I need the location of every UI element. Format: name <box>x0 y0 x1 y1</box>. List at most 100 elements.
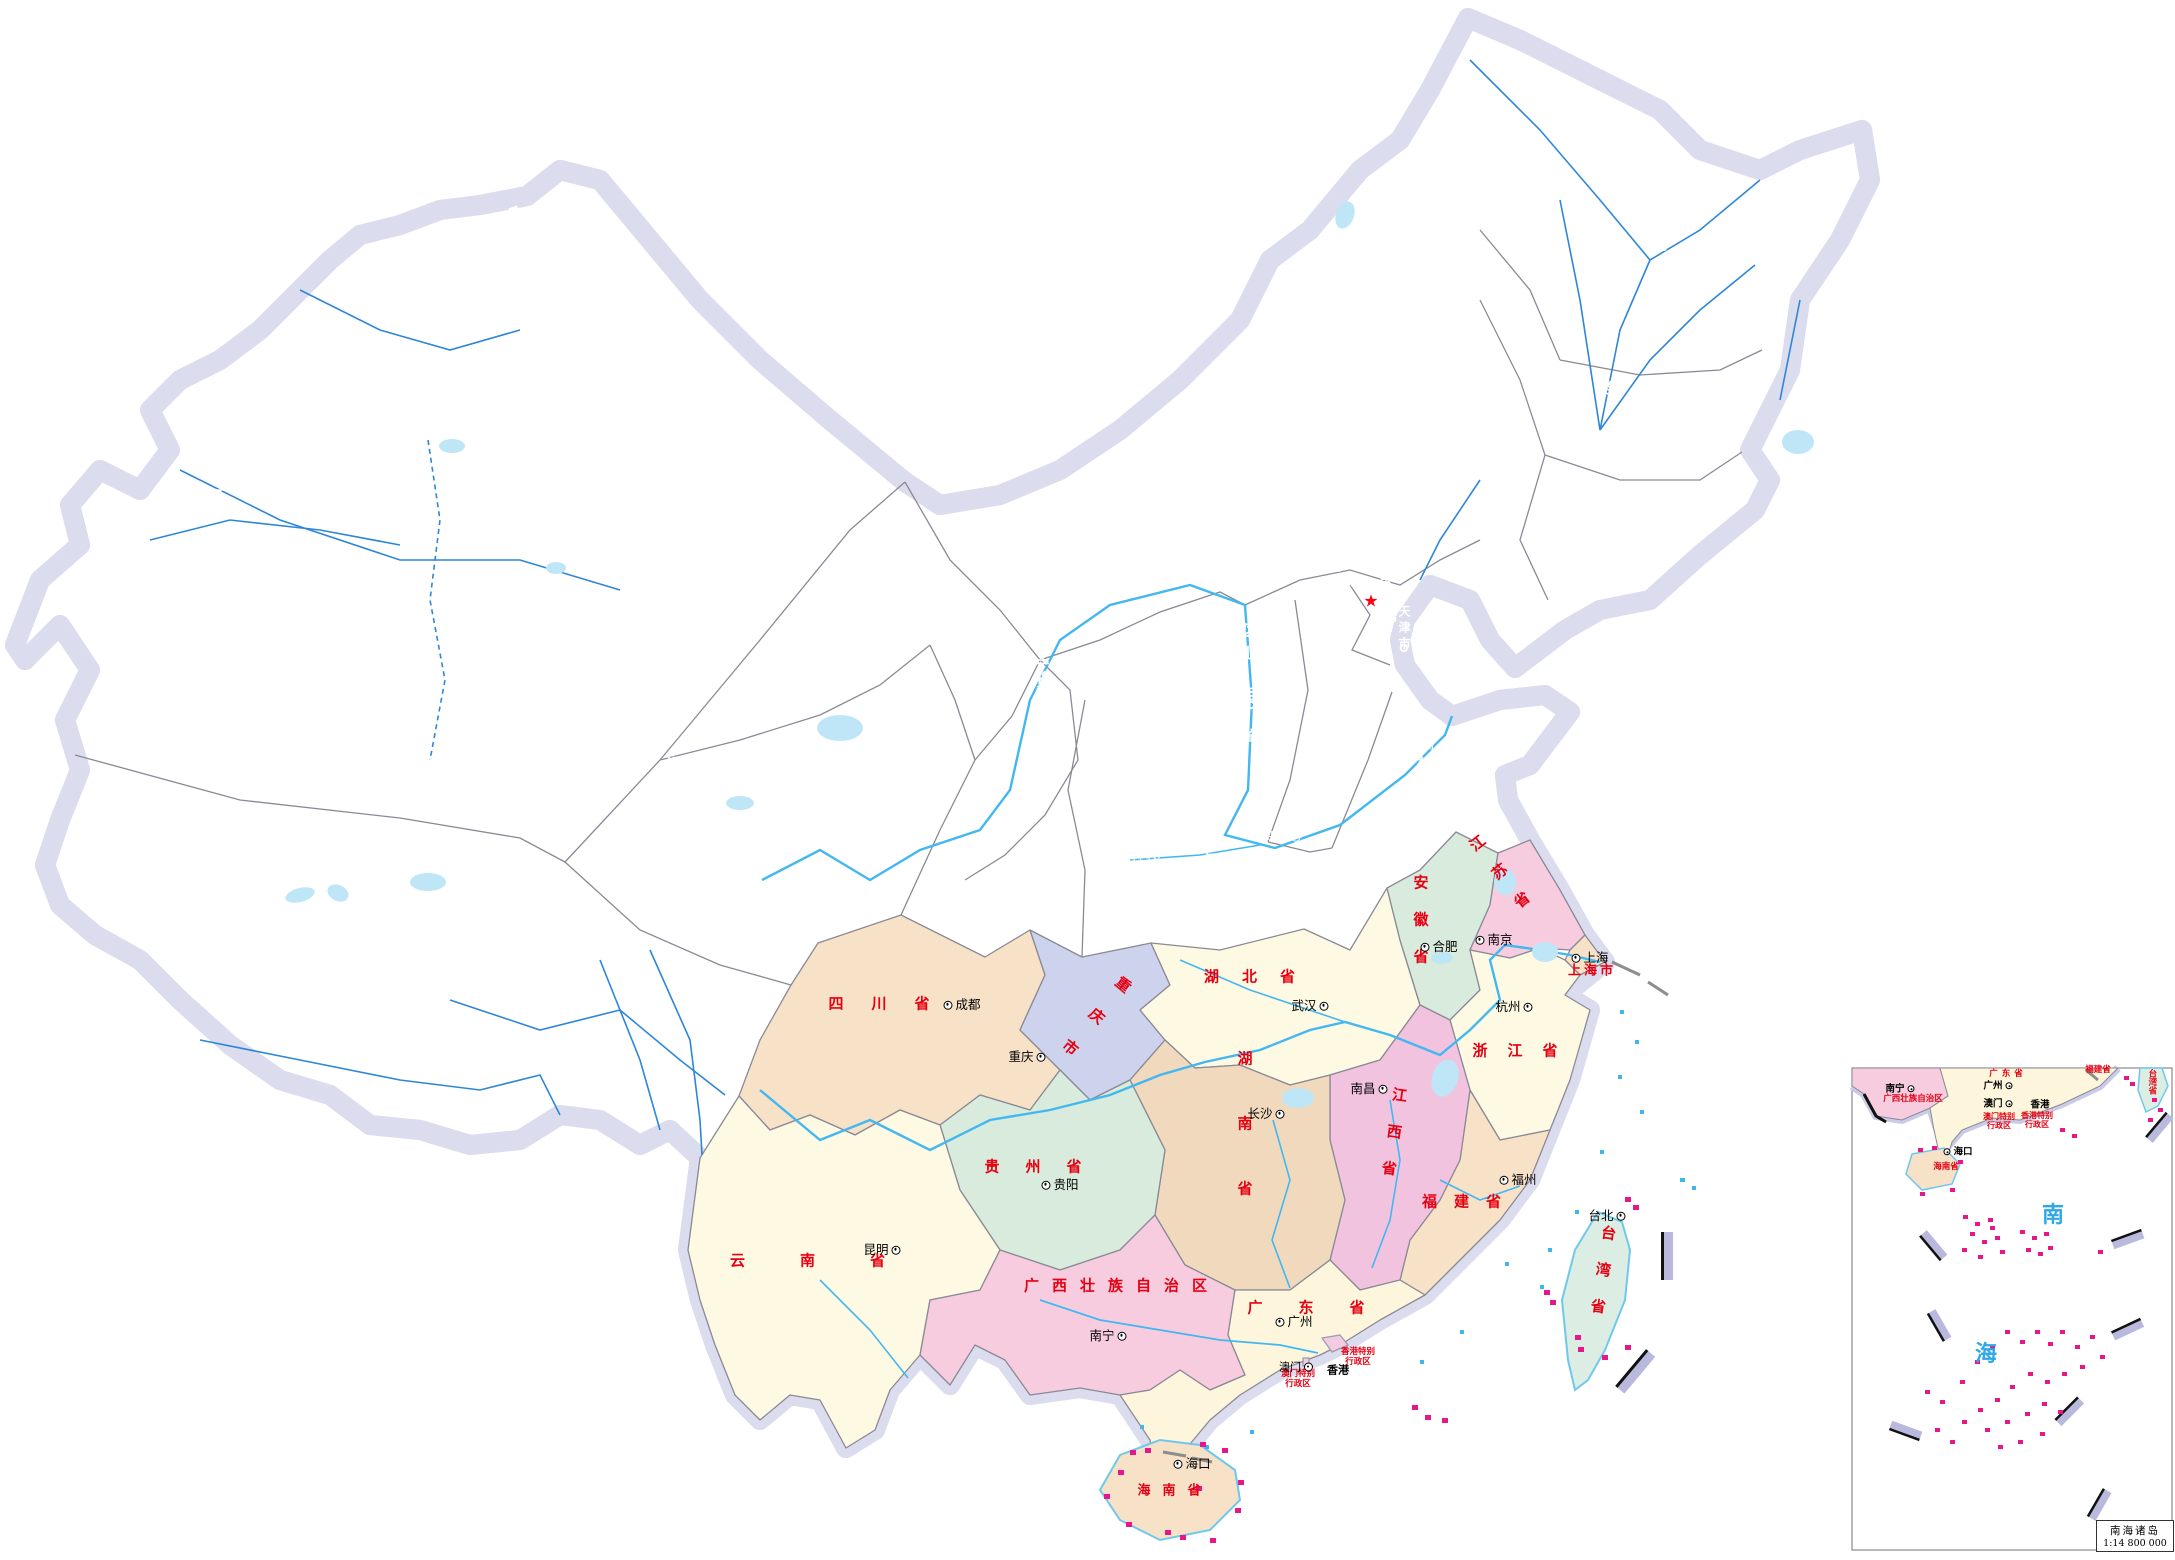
inset-label-taiwan: 台湾省 <box>2146 1069 2157 1095</box>
major-rivers <box>759 583 1601 1379</box>
region-hongkong <box>1321 1334 1349 1353</box>
label-hongkong-sar: 香港特别 行政区 <box>1340 1347 1376 1367</box>
label-hebei-small: 河北省 <box>1386 593 1397 623</box>
poyang-lake <box>1431 1059 1459 1097</box>
label-shanghai: 上海市 <box>1567 963 1617 979</box>
label-anhui: 安徽省 <box>1411 874 1430 986</box>
city-marker <box>1304 1362 1313 1372</box>
inset-sea-label-hai: 海 <box>1974 1342 1998 1367</box>
inset-sea-label-nan: 南 <box>2041 1203 2065 1228</box>
city-marker <box>1291 832 1301 842</box>
city-guiyang: 贵阳 <box>1041 1178 1079 1192</box>
city-marker <box>1126 852 1136 862</box>
inset-city-aomen: 澳门 <box>1983 1099 2013 1109</box>
khanka-lake <box>1782 430 1814 454</box>
north-city-dots <box>487 311 1656 780</box>
city-marker <box>1275 1317 1285 1327</box>
city-marker <box>943 1000 953 1010</box>
city-marker <box>1036 1052 1046 1062</box>
city-marker <box>891 1245 901 1255</box>
city-marker <box>1319 1001 1329 1011</box>
inset-label-fujian: 福建省 <box>2085 1065 2111 1076</box>
south-provinces <box>687 831 1606 1499</box>
city-marker <box>1117 1331 1127 1341</box>
inset-label-aomen-sar: 澳门特别 行政区 <box>1983 1111 2015 1130</box>
city-marker <box>1907 1085 1915 1093</box>
inset-vietnam-border <box>1862 1093 1887 1124</box>
city-guangzhou: 广州 <box>1275 1315 1313 1329</box>
city-marker <box>1616 1211 1626 1221</box>
city-marker <box>1571 953 1581 963</box>
city-marker <box>1397 739 1407 749</box>
wei-river <box>1129 844 1261 861</box>
label-hainan: 海南省 <box>1137 1483 1213 1499</box>
yangtze-river <box>759 943 1601 1152</box>
inset-map <box>1849 1065 2174 1551</box>
city-marker <box>1378 1084 1388 1094</box>
inset-city-nanning: 南宁 <box>1885 1084 1915 1094</box>
city-nanning: 南宁 <box>1089 1329 1127 1343</box>
city-zhengzhou: 郑州 <box>1263 830 1301 844</box>
lakes <box>285 201 1814 1108</box>
inset-hainan <box>1905 1147 1961 1191</box>
han-river <box>1179 959 1346 1023</box>
label-guizhou: 贵州省 <box>984 1157 1108 1176</box>
city-xian: 西安 <box>1126 850 1164 864</box>
city-nanchang: 南昌 <box>1350 1082 1388 1096</box>
rivers <box>149 59 1801 1156</box>
inset-scale-title: 南海诸岛 <box>2110 1525 2160 1537</box>
label-guangdong: 广东省 <box>1247 1298 1401 1317</box>
label-macau-sar: 澳门特别 行政区 <box>1280 1369 1316 1389</box>
inset-city-haikou: 海口 <box>1943 1147 1973 1157</box>
label-hubei: 湖北省 <box>1203 967 1319 986</box>
label-zhejiang: 浙江省 <box>1472 1041 1578 1060</box>
label-guangxi: 广西壮族自治区 <box>1023 1276 1221 1295</box>
min-river <box>1439 1179 1521 1201</box>
dashline-bars-inset <box>1888 1111 2174 1521</box>
city-marker <box>1173 1459 1183 1469</box>
label-xizang: 西藏自治区 <box>170 848 516 867</box>
inset-city-guangzhou: 广州 <box>1983 1081 2013 1091</box>
label-sichuan: 四川省 <box>828 994 958 1013</box>
inset-frame <box>1851 1067 2173 1551</box>
city-haikou: 海口 <box>1173 1457 1211 1471</box>
label-fujian: 福建省 <box>1421 1192 1519 1211</box>
coastal-islets <box>1140 1010 1696 1449</box>
qinghai-lake <box>817 715 863 741</box>
city-taibei: 台北 <box>1588 1209 1626 1223</box>
city-wuhan: 武汉 <box>1291 999 1329 1013</box>
yellow-river <box>761 583 1454 882</box>
inset-scale-ratio: 1:14 800 000 <box>2103 1538 2167 1549</box>
city-hangzhou: 杭州 <box>1495 1000 1533 1014</box>
city-marker <box>1523 1002 1533 1012</box>
label-henan: 河南省 <box>1204 851 1356 870</box>
province-yunnan <box>687 1095 1001 1449</box>
city-marker <box>2005 1100 2013 1108</box>
islands <box>1098 1210 1632 1542</box>
city-xianggang: 香港 <box>1327 1363 1349 1377</box>
city-marker <box>2005 1082 2013 1090</box>
inset-scale-box: 南海诸岛 1:14 800 000 <box>2096 1520 2174 1552</box>
city-shanghai: 上海 <box>1571 951 1609 965</box>
label-hunan: 湖南省 <box>1235 1050 1254 1246</box>
city-marker <box>1943 1148 1951 1156</box>
city-hefei: 合肥 <box>1420 940 1458 954</box>
city-marker <box>1499 1175 1509 1185</box>
city-marker <box>1041 1180 1051 1190</box>
dongting-lake <box>1282 1088 1314 1108</box>
label-hebei: 河北省 <box>1325 557 1344 671</box>
inset-label-guangdong: 广东省 <box>1989 1069 2027 1080</box>
island-hainan <box>1098 1438 1242 1542</box>
label-qinghai: 青海省 <box>589 755 821 774</box>
pearl-river <box>1039 1299 1319 1354</box>
city-changsha: 长沙 <box>1247 1107 1285 1121</box>
label-tianjin: 天津市 <box>1397 605 1411 653</box>
city-marker <box>1275 1109 1285 1119</box>
dashline-bars-main <box>1615 1232 1673 1394</box>
city-marker <box>1420 942 1430 952</box>
inset-label-guangxi: 广西壮族自治区 <box>1883 1094 1943 1105</box>
label-shanxi: 山西省 <box>1238 645 1257 769</box>
city-jinan: 济南 <box>1397 737 1435 751</box>
